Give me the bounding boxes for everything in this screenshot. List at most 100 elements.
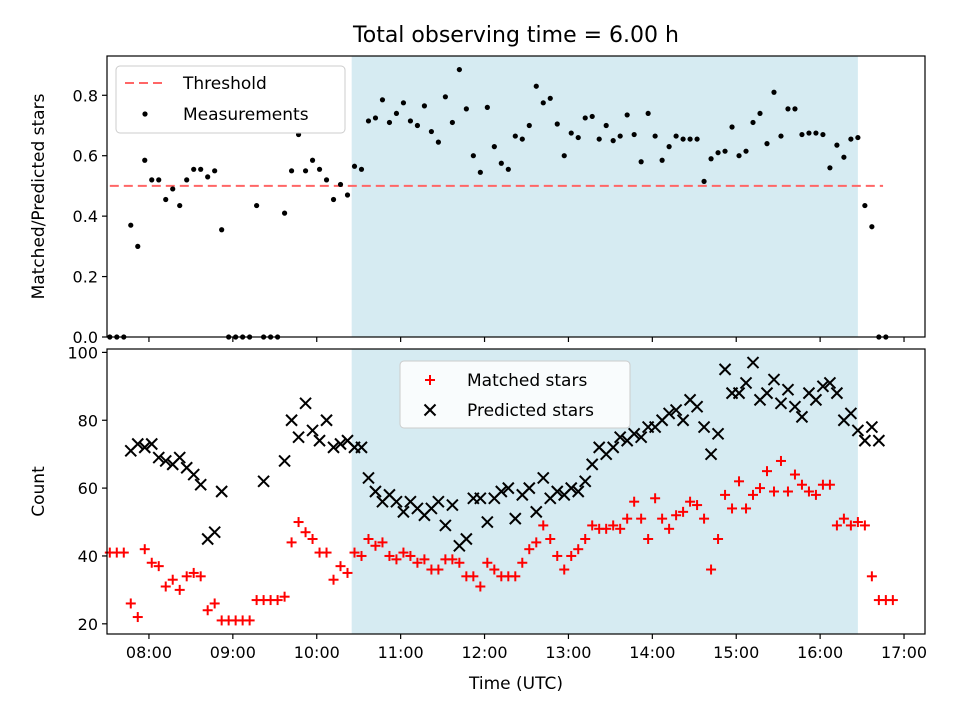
matched-stars-point [580, 534, 591, 544]
matched-stars-point [657, 513, 668, 524]
predicted-stars-point [474, 492, 487, 505]
predicted-stars-point [774, 397, 788, 410]
x-b [718, 363, 732, 376]
matched-stars-point [279, 591, 290, 602]
measurements-point [750, 119, 756, 126]
predicted-stars-point [613, 431, 627, 444]
x-b [320, 414, 333, 427]
measurements-point [302, 168, 309, 174]
measurements-point [177, 202, 183, 209]
measurements-point [323, 177, 330, 183]
matched-stars-point [342, 567, 353, 578]
x-b [215, 485, 228, 498]
y-tick-label: 100 [67, 343, 98, 362]
x-b [634, 431, 648, 444]
legend-box [115, 65, 346, 134]
predicted-stars-point [606, 441, 620, 454]
matched-stars-point [412, 557, 423, 568]
measurements-point [407, 118, 414, 124]
measurements-point [128, 222, 134, 228]
matched-stars-point [363, 534, 374, 544]
matched-stars-point [573, 544, 584, 555]
matched-stars-point [349, 547, 360, 558]
x-b [313, 434, 326, 447]
measurements-point [281, 210, 288, 216]
matched-stars-point [552, 550, 563, 561]
measurements-point [610, 138, 616, 144]
x-b [397, 505, 410, 519]
measurements-point [687, 136, 693, 142]
matched-stars-point [859, 520, 870, 531]
measurements-point [666, 144, 672, 150]
measurements-point [498, 160, 504, 166]
predicted-stars-point [159, 454, 172, 468]
x-b [383, 488, 396, 502]
legend-threshold-label: Threshold [182, 74, 267, 94]
matched-stars-point [132, 612, 143, 623]
measurements-point [645, 110, 651, 117]
axes-frame [106, 348, 926, 635]
matched-stars-point [356, 550, 367, 561]
matched-stars-point [139, 544, 150, 555]
figure-title: Total observing time = 6.00 h [352, 23, 679, 48]
x-b [306, 424, 319, 437]
y-axis-label: Count [29, 466, 49, 517]
x-tick-label: 14:00 [629, 643, 675, 662]
measurements-point [512, 133, 518, 139]
predicted-stars-point [446, 498, 459, 512]
x-tick-label: 16:00 [797, 643, 843, 662]
predicted-stars-point [334, 437, 347, 451]
x-b [334, 437, 347, 451]
x-b [369, 485, 382, 498]
measurements-point [624, 112, 630, 118]
measurements-point [729, 124, 735, 130]
x-b [579, 475, 592, 488]
measurements-point [596, 136, 602, 142]
measurements-point [778, 133, 784, 139]
observing-window-span [351, 56, 858, 337]
matched-stars-point [601, 523, 612, 534]
measurements-point [764, 141, 770, 147]
x-b [872, 434, 886, 447]
x-b [844, 407, 858, 420]
matched-stars-point [146, 557, 157, 568]
matched-stars-point [706, 564, 717, 575]
matched-stars-point [713, 534, 724, 544]
predicted-stars-point [257, 475, 270, 488]
legend-predicted-swatch-b [423, 403, 437, 417]
measurements-point [813, 130, 819, 136]
x-b [208, 526, 221, 539]
matched-stars-point [377, 537, 388, 548]
x-tick-label: 11:00 [378, 643, 424, 662]
matched-stars-point [328, 574, 339, 585]
predicted-stars-point [208, 526, 221, 539]
legend-measurements-swatch [142, 111, 148, 117]
measurements-point [540, 100, 546, 106]
measurements-point [170, 186, 176, 192]
x-tick-label: 08:00 [126, 643, 172, 662]
matched-stars-point [838, 513, 849, 524]
matched-stars-point [664, 523, 675, 534]
predicted-stars-point [565, 481, 578, 495]
x-b [194, 478, 207, 491]
matched-stars-point [845, 520, 856, 531]
predicted-stars-point [676, 414, 690, 427]
predicted-stars-point [390, 495, 403, 508]
measurements-point [428, 128, 435, 135]
matched-stars-point [188, 567, 199, 578]
measurements-point [743, 148, 749, 154]
matched-stars-point [167, 574, 178, 585]
matched-stars-point [692, 500, 703, 511]
predicted-stars-point [397, 505, 410, 519]
measurements-point [680, 136, 686, 142]
predicted-stars-point [572, 485, 585, 498]
predicted-stars-point [362, 471, 375, 485]
measurements-point [862, 202, 868, 209]
matched-stars-point [475, 581, 486, 592]
y-tick-label: 0.2 [73, 268, 98, 287]
matched-stars-point [531, 537, 542, 548]
predicted-stars-point [732, 386, 746, 400]
matched-stars-point [796, 479, 807, 490]
predicted-stars-point [697, 420, 711, 434]
